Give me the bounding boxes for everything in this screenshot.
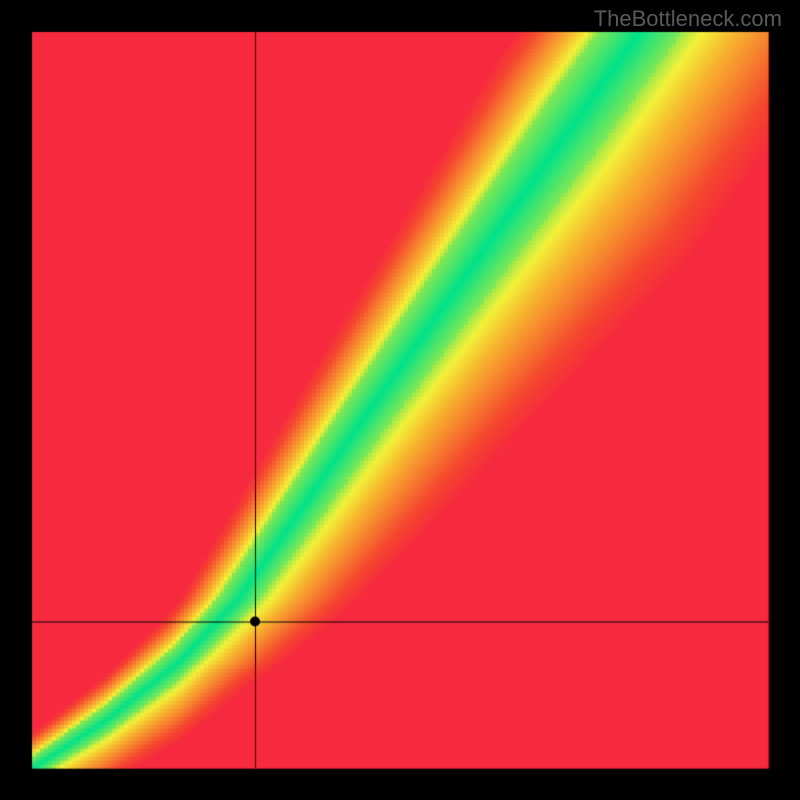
- bottleneck-heatmap: [0, 0, 800, 800]
- watermark-text: TheBottleneck.com: [594, 6, 782, 32]
